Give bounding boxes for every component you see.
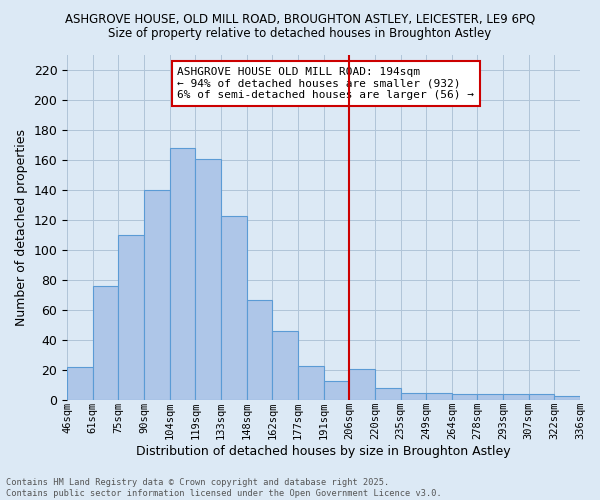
Bar — [452, 394, 478, 400]
Y-axis label: Number of detached properties: Number of detached properties — [15, 129, 28, 326]
Bar — [196, 158, 221, 400]
X-axis label: Distribution of detached houses by size in Broughton Astley: Distribution of detached houses by size … — [136, 444, 511, 458]
Bar — [93, 286, 118, 400]
Bar — [118, 235, 144, 400]
Bar — [426, 392, 452, 400]
Text: ASHGROVE HOUSE OLD MILL ROAD: 194sqm
← 94% of detached houses are smaller (932)
: ASHGROVE HOUSE OLD MILL ROAD: 194sqm ← 9… — [178, 67, 475, 100]
Bar — [67, 367, 93, 400]
Text: Contains HM Land Registry data © Crown copyright and database right 2025.
Contai: Contains HM Land Registry data © Crown c… — [6, 478, 442, 498]
Bar — [478, 394, 503, 400]
Bar — [272, 331, 298, 400]
Bar — [298, 366, 323, 400]
Bar — [375, 388, 401, 400]
Bar — [170, 148, 196, 400]
Text: ASHGROVE HOUSE, OLD MILL ROAD, BROUGHTON ASTLEY, LEICESTER, LE9 6PQ: ASHGROVE HOUSE, OLD MILL ROAD, BROUGHTON… — [65, 12, 535, 26]
Bar — [221, 216, 247, 400]
Bar — [247, 300, 272, 400]
Bar — [144, 190, 170, 400]
Bar — [529, 394, 554, 400]
Bar — [323, 380, 349, 400]
Bar — [349, 368, 375, 400]
Text: Size of property relative to detached houses in Broughton Astley: Size of property relative to detached ho… — [109, 28, 491, 40]
Bar — [401, 392, 426, 400]
Bar — [503, 394, 529, 400]
Bar — [554, 396, 580, 400]
